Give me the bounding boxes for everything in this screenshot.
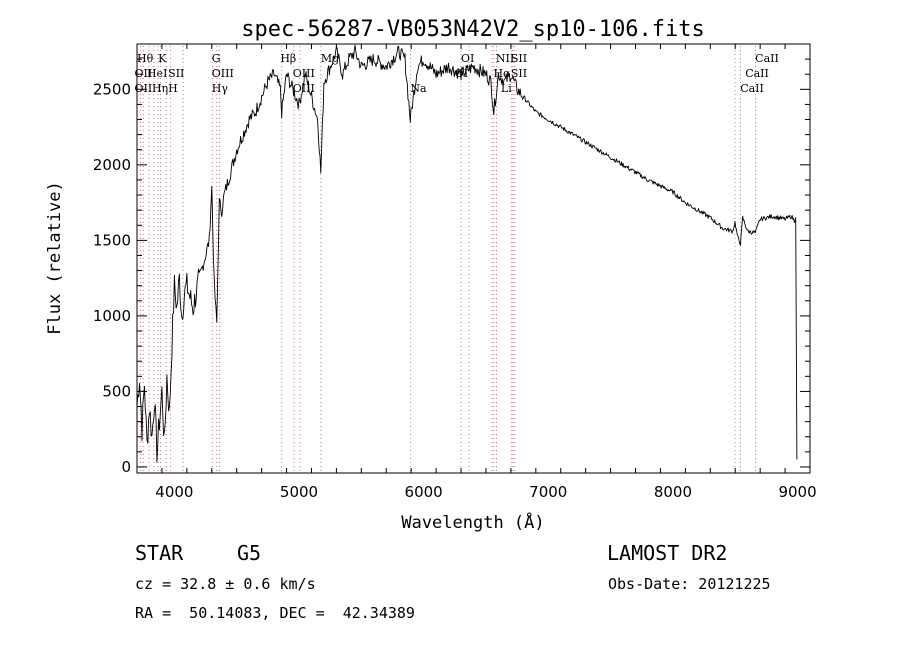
survey-label: LAMOST DR2 [607, 541, 728, 565]
spectral-line-label: Hγ [212, 82, 229, 95]
spectral-line-label: OIII [293, 67, 315, 80]
obs-date-text: Obs-Date: 20121225 [608, 575, 771, 593]
y-tick-label: 1000 [93, 307, 131, 325]
spectrum-line [136, 44, 798, 463]
spectral-line-label: NII [496, 52, 514, 65]
y-tick-label: 500 [102, 382, 131, 400]
coordinates-text: RA = 50.14083, DEC = 42.34389 [135, 604, 415, 622]
spectral-line-label: CaII [745, 67, 769, 80]
y-axis-label: Flux (relative) [45, 181, 65, 335]
x-tick-label: 6000 [405, 483, 443, 501]
spectral-line-label: Hη [152, 82, 168, 95]
spectral-line-label: OII [135, 67, 153, 80]
spectral-line-label: Li [501, 82, 512, 95]
x-axis-label: Wavelength (Å) [401, 511, 544, 533]
spectral-line-label: G [212, 52, 221, 65]
spectral-line-label: K [158, 52, 167, 65]
subclass-label: G5 [237, 541, 262, 565]
y-tick-label: 2000 [93, 156, 131, 174]
spectral-line-label: Hθ [137, 52, 154, 65]
spectral-line-label: Hβ [280, 52, 296, 65]
spectral-line-label: OI [461, 52, 474, 65]
spectral-line-label: CaII [755, 52, 779, 65]
x-tick-label: 4000 [155, 483, 193, 501]
y-tick-label: 0 [121, 458, 131, 476]
x-tick-label: 9000 [778, 483, 816, 501]
class-label: STAR [135, 541, 184, 565]
spectral-line-label: SII [511, 67, 527, 80]
x-tick-label: 5000 [280, 483, 318, 501]
redshift-text: cz = 32.8 ± 0.6 km/s [135, 575, 316, 593]
plot-frame [136, 43, 811, 474]
y-tick-label: 2500 [93, 80, 131, 98]
x-tick-label: 7000 [529, 483, 567, 501]
x-tick-label: 8000 [654, 483, 692, 501]
y-tick-label: 1500 [93, 231, 131, 249]
spectral-line-label: OIII [212, 67, 234, 80]
spectral-line-label: CaII [740, 82, 764, 95]
spectral-line-label: SII [511, 52, 527, 65]
spectral-line-label: Mg [321, 52, 339, 65]
spectral-line-label: H [168, 82, 178, 95]
spectral-line-label: HeI [147, 67, 167, 80]
chart-title: spec-56287-VB053N42V2_sp10-106.fits [241, 17, 705, 42]
spectral-line-label: Na [410, 82, 427, 95]
spectral-line-label: OII [135, 82, 153, 95]
spectral-line-label: SII [168, 67, 184, 80]
